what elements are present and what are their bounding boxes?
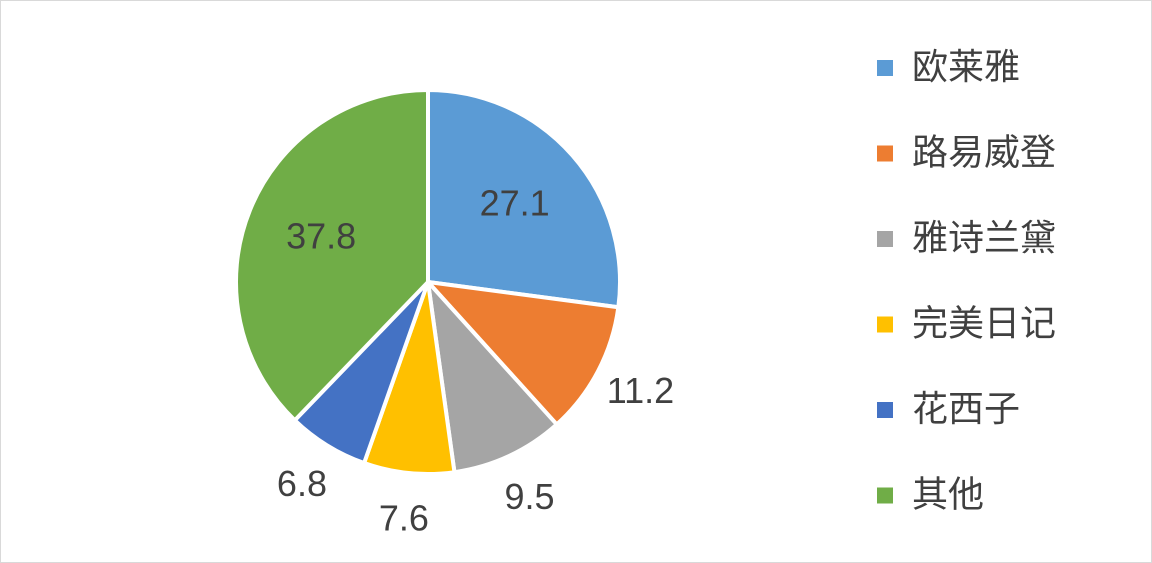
legend-swatch [877, 316, 893, 333]
pie-slice [426, 88, 622, 310]
legend-label: 其他 [912, 475, 984, 516]
pie-slice [426, 280, 559, 475]
data-label: 7.6 [379, 497, 429, 538]
data-label: 37.8 [286, 215, 356, 256]
data-label: 27.1 [480, 183, 550, 224]
legend-label: 路易威登 [912, 133, 1056, 174]
legend-label: 花西子 [912, 389, 1020, 430]
pie-slice [426, 280, 621, 427]
legend-swatch [877, 145, 893, 162]
legend-swatch [877, 60, 893, 76]
legend-label: 雅诗兰黛 [912, 218, 1056, 259]
data-label: 11.2 [607, 370, 674, 411]
data-label: 6.8 [277, 463, 327, 504]
legend-label: 欧莱雅 [912, 47, 1020, 88]
pie-slice [234, 88, 430, 423]
legend-swatch [877, 402, 893, 418]
data-label: 9.5 [504, 476, 554, 517]
legend-swatch [877, 487, 893, 504]
legend-label: 完美日记 [912, 304, 1056, 345]
legend-swatch [877, 231, 893, 247]
